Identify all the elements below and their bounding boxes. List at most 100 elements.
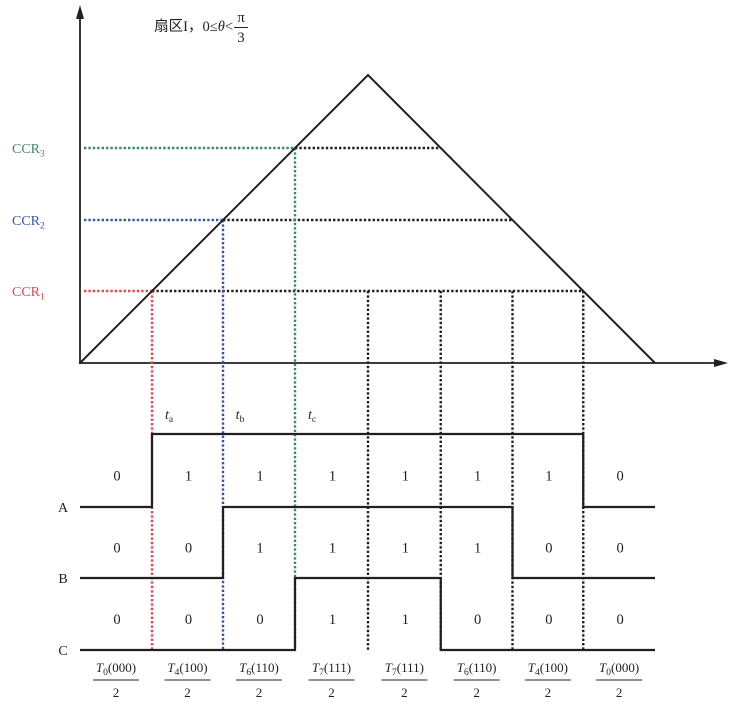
axes	[76, 5, 728, 367]
title-fraction-denominator: 3	[237, 30, 244, 46]
ccr1-label-name: CCR	[12, 285, 41, 300]
interval-subscript: 4	[535, 668, 540, 678]
interval-subscript: 0	[606, 668, 611, 678]
interval-subscript: 7	[392, 668, 397, 678]
interval-vector-code: (000)	[611, 660, 639, 675]
tc-label-subscript: c	[312, 415, 316, 425]
interval-vector-code: (111)	[324, 660, 351, 675]
interval-var: T	[312, 660, 320, 675]
interval-vector-code: (100)	[540, 660, 568, 675]
interval-vector-code: (110)	[469, 660, 497, 675]
signal-b-state-8: 0	[617, 541, 624, 557]
interval-label: T6(110) 2	[236, 660, 282, 700]
interval-labels: T0(000)2T4(100)2T6(110)2T7(111)2T7(111)2…	[93, 660, 643, 700]
signal-a-state-1: 0	[113, 469, 120, 485]
signal-b-state-7: 0	[545, 541, 552, 557]
interval-numerator: T6(110)	[457, 660, 497, 678]
interval-vector-code: (100)	[179, 660, 207, 675]
signal-a-state-8: 0	[617, 469, 624, 485]
signal-b-state-4: 1	[329, 541, 336, 557]
interval-var: T	[457, 660, 465, 675]
signal-b-state-6: 1	[474, 541, 481, 557]
interval-denominator: 2	[328, 685, 335, 700]
interval-denominator: 2	[184, 685, 191, 700]
interval-vector-code: (110)	[251, 660, 279, 675]
interval-denominator: 2	[473, 685, 480, 700]
interval-numerator: T7(111)	[312, 660, 351, 678]
interval-numerator: T4(100)	[528, 660, 568, 678]
interval-var: T	[96, 660, 104, 675]
ta-label: ta	[165, 408, 174, 425]
interval-subscript: 0	[103, 668, 108, 678]
interval-label: T4(100) 2	[164, 660, 211, 700]
interval-label: T7(111) 2	[308, 660, 355, 700]
signal-c-state-4: 1	[329, 612, 336, 628]
sector-title: 扇区I，0≤θ< π 3	[154, 10, 248, 46]
tc-label: tc	[308, 408, 316, 425]
interval-label: T0(000) 2	[596, 660, 643, 700]
signal-a-state-2: 1	[185, 469, 192, 485]
interval-subscript: 4	[175, 668, 180, 678]
ccr2-label: CCR2	[12, 214, 45, 232]
tc-label-var: t	[308, 408, 313, 423]
x-axis-arrow	[714, 359, 728, 367]
tb-label-var: t	[236, 408, 241, 423]
interval-vector-code: (000)	[108, 660, 136, 675]
switching-instant-lines	[150, 148, 585, 650]
signal-c-state-2: 0	[185, 612, 192, 628]
phase-waveforms	[80, 432, 655, 652]
ccr3-label: CCR3	[12, 142, 45, 160]
signal-b-state-5: 1	[402, 541, 409, 557]
signal-c-state-3: 0	[256, 612, 263, 628]
signal-a-label: A	[58, 501, 69, 516]
title-less-than: <	[225, 19, 233, 35]
interval-label: T6(110) 2	[453, 660, 500, 700]
carrier-triangle	[79, 73, 656, 364]
signal-c-state-1: 0	[113, 612, 120, 628]
signal-c-state-6: 0	[474, 612, 481, 628]
ta-label-subscript: a	[169, 415, 174, 425]
signal-b-state-2: 0	[185, 541, 192, 557]
title-prefix: 扇区I，0≤	[154, 18, 218, 35]
ccr1-label: CCR1	[12, 285, 45, 303]
interval-var: T	[167, 660, 175, 675]
signal-a-state-4: 1	[329, 469, 336, 485]
interval-denominator: 2	[256, 685, 263, 700]
signal-c-label: C	[58, 644, 67, 659]
signal-a-state-3: 1	[256, 469, 263, 485]
ccr3-label-name: CCR	[12, 142, 41, 157]
interval-label: T7(111) 2	[381, 660, 428, 700]
signal-a-state-5: 1	[402, 469, 409, 485]
interval-subscript: 7	[319, 668, 324, 678]
interval-numerator: T7(111)	[385, 660, 424, 678]
ccr2-label-subscript: 2	[40, 222, 45, 232]
signal-a-state-7: 1	[545, 469, 552, 485]
title-text: 扇区I，0≤θ<	[154, 18, 233, 35]
signal-b-state-3: 1	[256, 541, 263, 557]
interval-numerator: T4(100)	[167, 660, 207, 678]
interval-var: T	[599, 660, 607, 675]
interval-label: T0(000) 2	[93, 660, 139, 700]
interval-var: T	[385, 660, 393, 675]
interval-denominator: 2	[401, 685, 408, 700]
interval-denominator: 2	[616, 685, 623, 700]
ccr1-label-subscript: 1	[40, 293, 45, 303]
interval-numerator: T0(000)	[599, 660, 639, 678]
interval-var: T	[528, 660, 536, 675]
ccr3-label-subscript: 3	[40, 150, 45, 160]
interval-denominator: 2	[545, 685, 552, 700]
ccr2-label-name: CCR	[12, 214, 41, 229]
interval-numerator: T6(110)	[239, 660, 279, 678]
signal-a-waveform	[80, 432, 655, 509]
interval-subscript: 6	[246, 668, 251, 678]
signal-b-waveform	[80, 505, 655, 580]
signal-c-state-8: 0	[617, 612, 624, 628]
interval-vector-code: (111)	[397, 660, 424, 675]
ta-label-var: t	[165, 408, 170, 423]
signal-c-state-7: 0	[545, 612, 552, 628]
y-axis-arrow	[76, 5, 84, 19]
title-theta: θ	[218, 19, 225, 35]
